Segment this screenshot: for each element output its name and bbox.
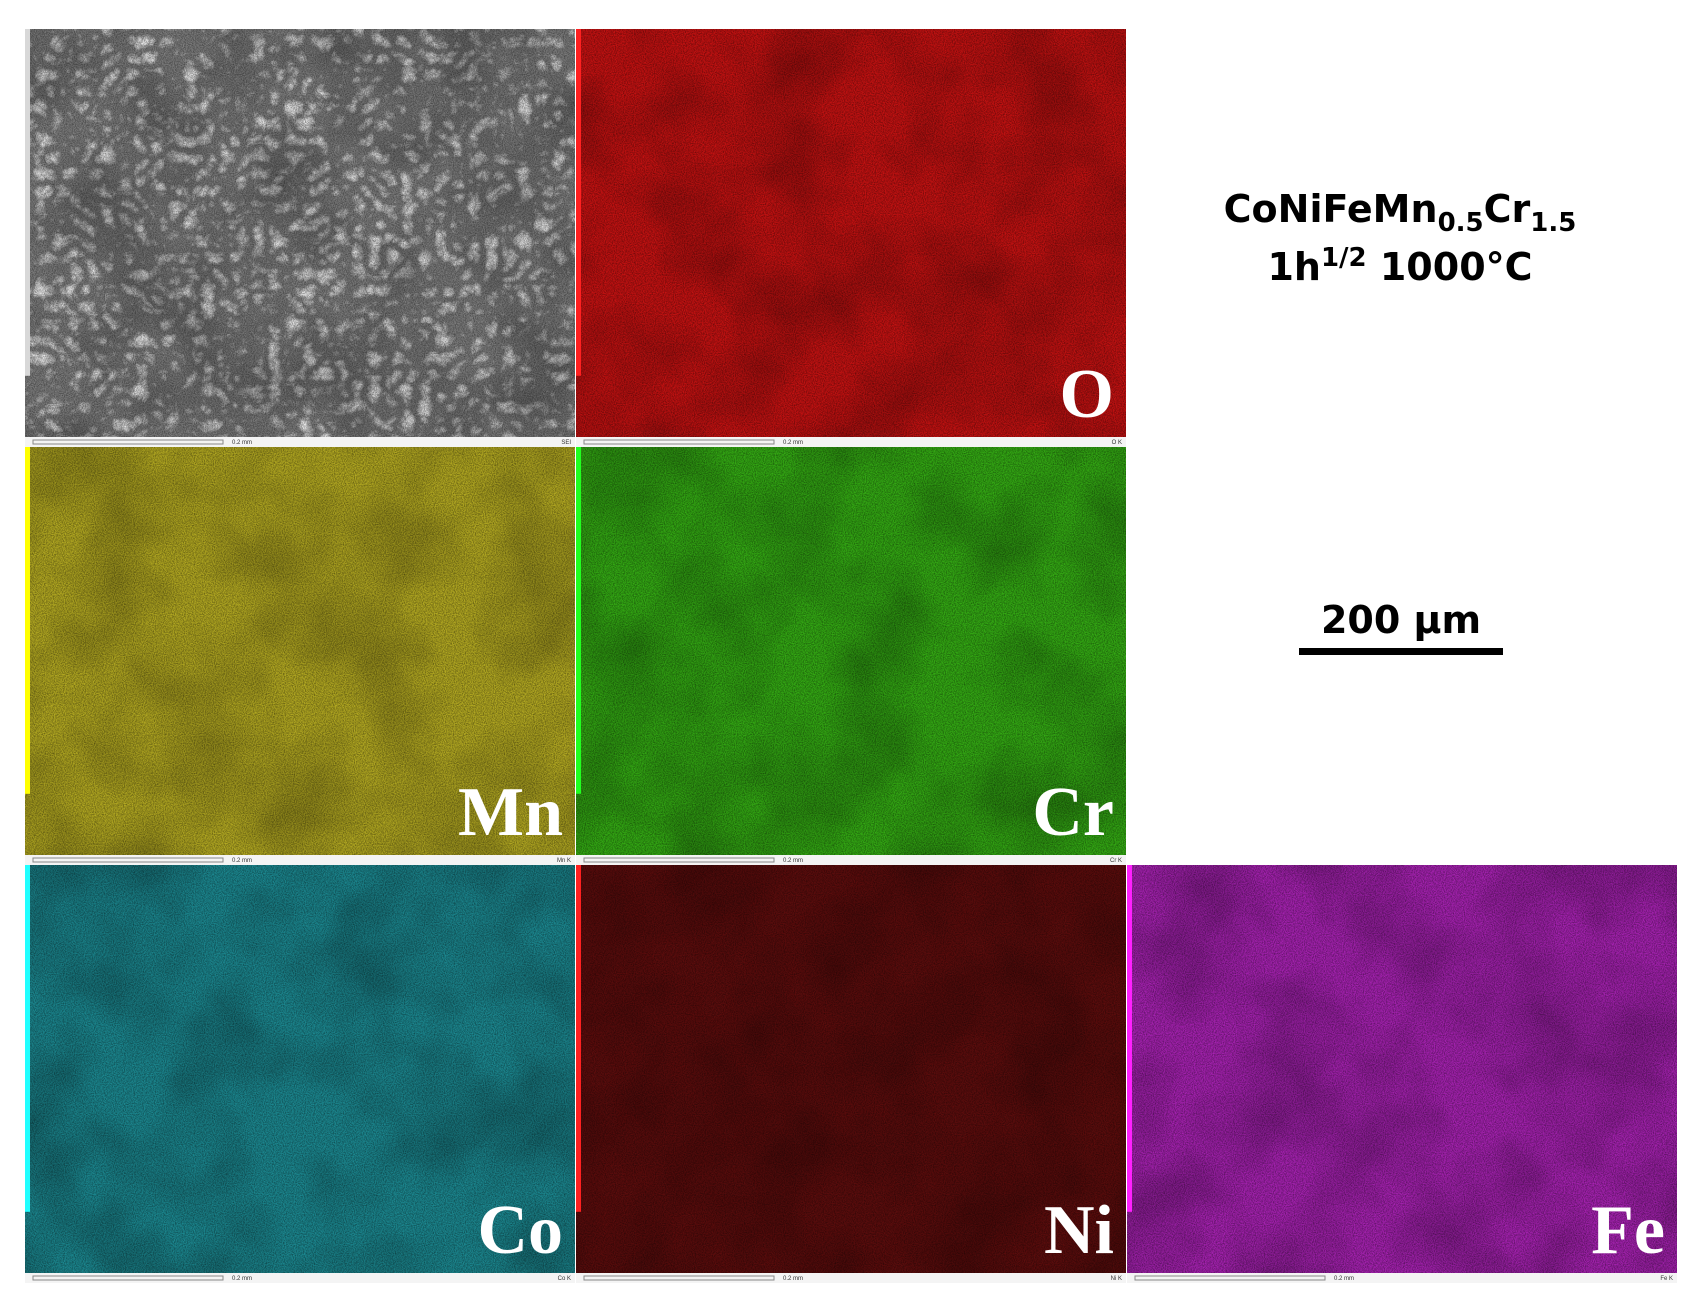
element-label: Co	[477, 1192, 563, 1269]
temperature: 1000°C	[1367, 245, 1533, 289]
detector-text: Fe K	[1660, 1276, 1673, 1282]
intensity-strip	[25, 865, 30, 1212]
map-panel: 0.2 mm SEI	[25, 29, 575, 447]
micron-bar-text: 0.2 mm	[783, 440, 803, 446]
map-panel: 0.2 mm Cr K Cr	[576, 447, 1126, 865]
superscript: 1/2	[1321, 243, 1367, 273]
info-strip	[576, 437, 1126, 447]
micron-bar-text: 0.2 mm	[783, 1276, 803, 1282]
detector-text: SEI	[561, 440, 571, 446]
element-label: Fe	[1591, 1192, 1665, 1269]
micron-bar-text: 0.2 mm	[232, 1276, 252, 1282]
info-strip	[576, 1273, 1126, 1283]
micron-bar	[32, 1275, 224, 1281]
map-panel: 0.2 mm Fe K Fe	[1127, 865, 1677, 1283]
intensity-strip	[576, 447, 581, 794]
micron-bar	[1134, 1275, 1326, 1281]
map-panel: 0.2 mm O K O	[576, 29, 1126, 447]
intensity-strip	[576, 29, 581, 376]
element-label: Cr	[1032, 774, 1114, 851]
intensity-strip	[576, 865, 581, 1212]
time: 1h	[1267, 245, 1321, 289]
scale-bar-label: 200 µm	[1321, 598, 1481, 642]
micron-bar	[583, 1275, 775, 1281]
detector-text: Ni K	[1111, 1276, 1122, 1282]
info-strip	[1127, 1273, 1677, 1283]
info-strip	[25, 437, 575, 447]
formula: CoNiFeMn	[1224, 187, 1438, 231]
element-label: Ni	[1044, 1192, 1114, 1269]
info-strip	[576, 855, 1126, 865]
micron-bar-text: 0.2 mm	[232, 440, 252, 446]
map-noise	[25, 29, 575, 437]
map-panel: 0.2 mm Mn K Mn	[25, 447, 575, 865]
intensity-strip	[25, 447, 30, 794]
info-strip	[25, 1273, 575, 1283]
map-noise	[25, 447, 575, 855]
detector-text: Mn K	[557, 858, 571, 864]
subscript: 0.5	[1438, 208, 1484, 238]
detector-text: Cr K	[1110, 858, 1122, 864]
map-noise	[25, 865, 575, 1273]
micron-bar-text: 0.2 mm	[1334, 1276, 1354, 1282]
detector-text: Co K	[558, 1276, 571, 1282]
map-noise	[1127, 865, 1677, 1273]
intensity-strip	[25, 29, 30, 376]
micron-bar-text: 0.2 mm	[783, 858, 803, 864]
formula: Cr	[1484, 187, 1531, 231]
map-noise	[576, 865, 1126, 1273]
micron-bar	[32, 857, 224, 863]
intensity-strip	[1127, 865, 1132, 1212]
detector-text: O K	[1112, 440, 1122, 446]
map-panel: 0.2 mm Co K Co	[25, 865, 575, 1283]
info-strip	[25, 855, 575, 865]
micron-bar	[32, 439, 224, 445]
map-noise	[576, 447, 1126, 855]
scale-bar	[1299, 648, 1503, 655]
element-label: Mn	[458, 774, 563, 851]
micron-bar-text: 0.2 mm	[232, 858, 252, 864]
micron-bar	[583, 857, 775, 863]
title-line-2: 1h1/2 1000°C	[1267, 243, 1532, 289]
map-noise	[576, 29, 1126, 437]
element-label: O	[1060, 356, 1114, 433]
subscript: 1.5	[1530, 208, 1576, 238]
title-line-1: CoNiFeMn0.5Cr1.5	[1224, 187, 1577, 238]
map-panel: 0.2 mm Ni K Ni	[576, 865, 1126, 1283]
micron-bar	[583, 439, 775, 445]
